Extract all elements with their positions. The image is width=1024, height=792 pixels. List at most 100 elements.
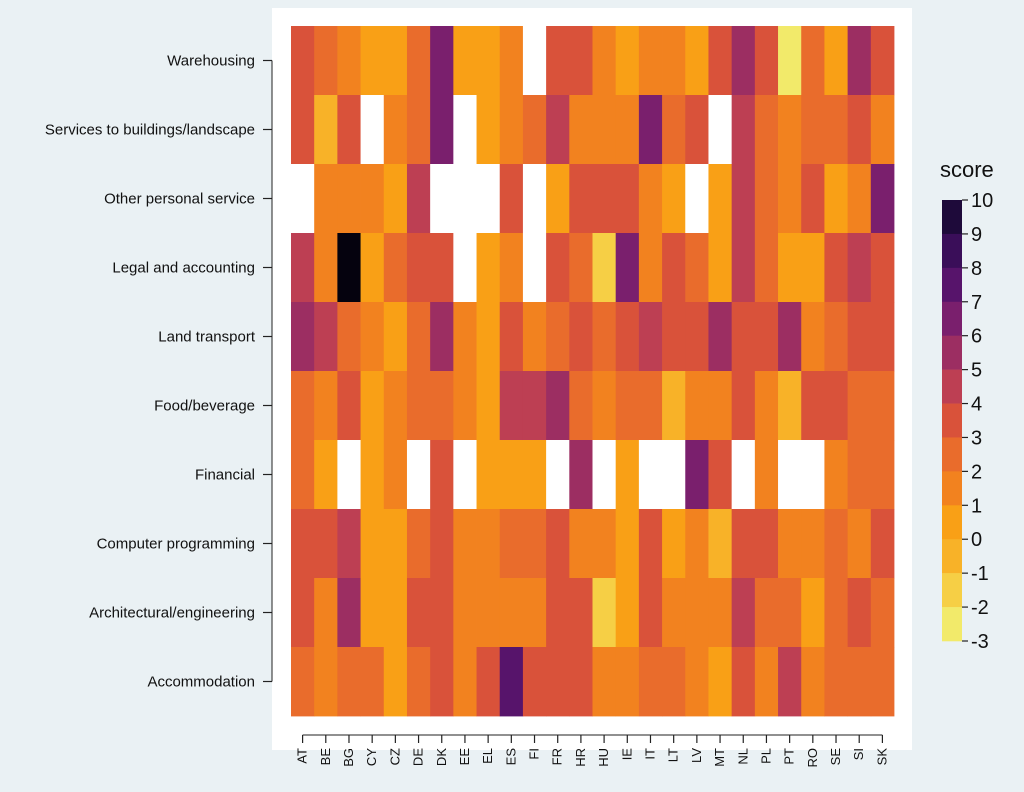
heatmap-cell <box>615 371 640 441</box>
heatmap-cell <box>754 233 779 303</box>
heatmap-cell <box>569 440 593 510</box>
x-tick-label: RO <box>805 748 820 768</box>
heatmap-cell <box>476 440 501 510</box>
heatmap-cell <box>731 302 756 372</box>
heatmap-cell <box>778 95 802 165</box>
heatmap-cell <box>499 440 524 510</box>
heatmap-cell <box>754 26 779 96</box>
heatmap-cell <box>522 440 547 510</box>
x-tick-label: IT <box>642 748 657 760</box>
heatmap-cell <box>778 440 802 510</box>
heatmap-cell <box>824 578 849 648</box>
heatmap-cell <box>383 371 408 441</box>
heatmap-cell <box>314 95 338 165</box>
heatmap-cell <box>499 233 524 303</box>
heatmap-cell <box>870 578 895 648</box>
heatmap-cell <box>685 647 709 717</box>
heatmap-cell <box>662 578 686 648</box>
heatmap-cell <box>430 26 454 96</box>
heatmap-cell <box>314 233 338 303</box>
heatmap-cell <box>569 647 593 717</box>
y-tick-label: Other personal service <box>104 191 255 208</box>
heatmap-cell <box>685 371 709 441</box>
heatmap-cell <box>847 371 872 441</box>
legend-tick-label: 6 <box>971 326 982 348</box>
heatmap-cell <box>778 233 802 303</box>
heatmap-cell <box>662 440 686 510</box>
heatmap-cell <box>453 578 477 648</box>
heatmap-cell <box>453 95 477 165</box>
heatmap-cell <box>430 302 454 372</box>
x-tick-label: SI <box>851 748 866 760</box>
heatmap-cell <box>499 371 524 441</box>
heatmap-cell <box>847 233 872 303</box>
heatmap-cell <box>360 647 385 717</box>
legend-swatch <box>942 505 962 540</box>
heatmap-cell <box>383 164 408 234</box>
heatmap-cell <box>291 440 315 510</box>
heatmap-cell <box>870 233 895 303</box>
x-tick-label: FR <box>550 748 565 765</box>
heatmap-cell <box>430 509 454 579</box>
heatmap-cell <box>685 578 709 648</box>
legend-swatch <box>942 437 962 472</box>
heatmap-cell <box>754 371 779 441</box>
heatmap-cell <box>847 164 872 234</box>
heatmap-cell <box>685 95 709 165</box>
legend-swatch <box>942 335 962 370</box>
heatmap-cell <box>847 509 872 579</box>
heatmap-cell <box>824 95 849 165</box>
heatmap-cell <box>476 95 501 165</box>
heatmap-cell <box>870 647 895 717</box>
y-tick-label: Food/beverage <box>154 398 255 415</box>
heatmap-cell <box>870 95 895 165</box>
heatmap-cell <box>615 647 640 717</box>
heatmap-cell <box>546 95 570 165</box>
heatmap-cell <box>476 647 501 717</box>
heatmap-cell <box>708 26 733 96</box>
heatmap-cell <box>522 95 547 165</box>
heatmap-cell <box>801 371 825 441</box>
heatmap-cell <box>662 233 686 303</box>
heatmap-cell <box>383 440 408 510</box>
heatmap-cell <box>592 440 617 510</box>
heatmap-cell <box>731 647 756 717</box>
heatmap-cell <box>638 302 663 372</box>
heatmap-cell <box>615 440 640 510</box>
x-tick-label: HU <box>596 748 611 767</box>
heatmap-cell <box>337 95 361 165</box>
heatmap-cell <box>778 509 802 579</box>
heatmap-cell <box>337 26 361 96</box>
legend-tick-label: 5 <box>971 360 982 382</box>
heatmap-cell <box>476 578 501 648</box>
heatmap-cell <box>801 509 825 579</box>
x-tick-label: AT <box>295 748 310 764</box>
heatmap-cell <box>314 647 338 717</box>
heatmap-cell <box>337 302 361 372</box>
x-tick-label: DK <box>434 748 449 766</box>
heatmap-cell <box>662 302 686 372</box>
legend-tick-label: 4 <box>971 394 982 416</box>
heatmap-cell <box>592 509 617 579</box>
heatmap-cell <box>476 233 501 303</box>
heatmap-cell <box>499 26 524 96</box>
x-tick-label: HR <box>573 748 588 767</box>
x-tick-label: EL <box>480 748 495 764</box>
heatmap-cell <box>383 302 408 372</box>
heatmap-cell <box>569 578 593 648</box>
heatmap-cell <box>291 164 315 234</box>
legend-tick-label: -3 <box>971 631 989 653</box>
legend-swatch <box>942 607 962 642</box>
heatmap-cell <box>824 302 849 372</box>
heatmap-cell <box>406 233 431 303</box>
heatmap-cell <box>662 164 686 234</box>
legend-swatch <box>942 403 962 438</box>
heatmap-cell <box>337 164 361 234</box>
heatmap-cell <box>592 26 617 96</box>
heatmap-cell <box>291 371 315 441</box>
heatmap-cell <box>847 302 872 372</box>
heatmap-cell <box>383 647 408 717</box>
heatmap-cell <box>847 578 872 648</box>
heatmap-cell <box>662 509 686 579</box>
heatmap-cell <box>499 95 524 165</box>
